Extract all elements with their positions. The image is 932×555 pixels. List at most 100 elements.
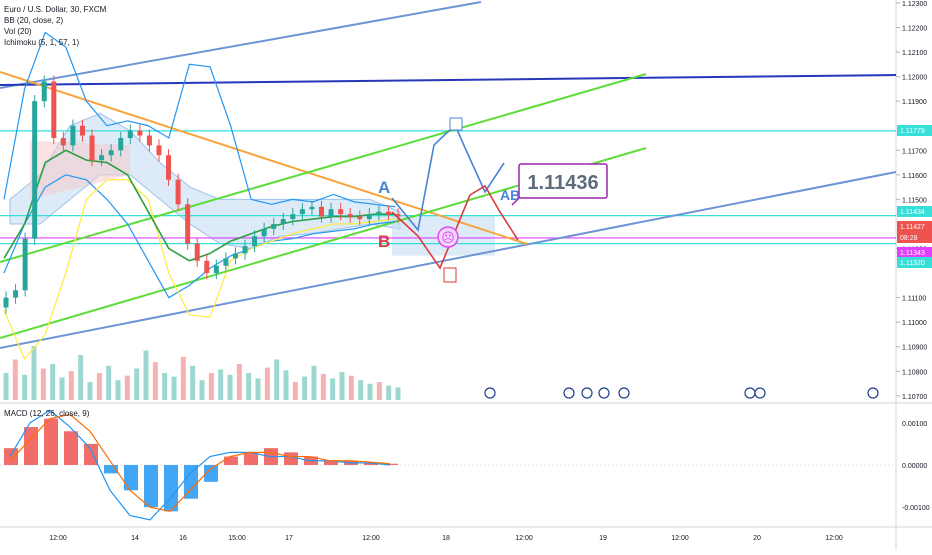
candle-body [385,211,391,215]
price-tag [897,125,932,136]
ichimoku-base-line [3,179,396,361]
candle-body [252,236,258,247]
price-tick-label: 1.12100 [902,50,927,57]
forecast-path-red [391,184,519,270]
candle-body [32,101,38,239]
volume-bar [106,365,112,400]
price-tick-label: 1.11700 [902,148,927,155]
volume-bar [283,370,289,400]
volume-bar [302,376,308,400]
macd-legend[interactable]: MACD (12, 26, close, 9) [4,409,90,418]
descending-trend-line [0,71,528,245]
economic-event-icon [618,387,630,399]
macd-histogram-bar [324,460,338,465]
volume-bar [376,382,382,400]
volume-bar [236,364,242,400]
time-tick-label: 17 [285,535,293,542]
macd-histogram-bar [4,448,18,465]
candle-body [146,135,152,146]
price-tag-label: 1.11343 [900,250,925,257]
candle-body [299,209,305,215]
candle-body [309,206,315,210]
price-callout-pointer [511,197,520,206]
volume-bar [264,367,270,400]
macd-histogram-bar [64,431,78,465]
macd-histogram-bar [244,452,258,465]
volume-bar [40,368,46,400]
macd-histogram-bar [204,465,218,482]
macd-signal-line [9,413,391,513]
macd-tick-label: 0.00000 [902,463,927,470]
candle-body [338,209,344,215]
volume-bar [134,368,140,400]
time-tick-label: 19 [599,535,607,542]
price-tag [897,257,932,268]
price-tag [897,221,932,232]
volume-bar [59,377,65,400]
volume-bar [358,380,364,400]
indicator-bb[interactable]: BB (20, close, 2) [4,16,64,25]
macd-histogram-bar [164,465,178,512]
candle-body [137,130,143,136]
volume-bar [124,375,130,400]
time-tick-label: 20 [753,535,761,542]
label-b: B [378,232,390,251]
price-tick-label: 1.12200 [902,26,927,33]
green-channel-upper [0,73,647,263]
macd-histogram-bar [184,465,198,499]
volume-bar [199,380,205,400]
volume-bar [246,373,252,400]
price-tag-label: 1.11434 [900,209,925,216]
symbol-title[interactable]: Euro / U.S. Dollar, 30, FXCM [4,5,107,14]
macd-tick-label: 0.00100 [902,421,927,428]
pointer-up-icon [449,117,463,131]
resistance-line [0,74,897,86]
volume-bar [143,350,149,400]
price-tick-label: 1.12000 [902,75,927,82]
macd-histogram-bar [24,427,38,465]
macd-histogram-bar [44,418,58,465]
volume-bar [31,346,37,400]
bollinger-upper [3,31,396,208]
candle-body [194,243,200,261]
candle-body [261,228,267,237]
candle-body [290,214,296,220]
macd-histogram-bar [144,465,158,508]
price-tick-label: 1.11900 [902,99,927,106]
candle-body [347,214,353,217]
label-ab: AB [500,187,520,203]
price-tag-label: 08:28 [900,235,918,242]
candle-body [156,145,162,156]
volume-bar [311,365,317,400]
volume-bar [96,373,102,400]
time-tick-label: 15:00 [228,535,246,542]
volume-bar [292,382,298,400]
indicator-ichimoku[interactable]: Ichimoku (5, 1, 57, 1) [4,38,80,47]
macd-histogram-bar [104,465,118,474]
time-tick-label: 12:00 [362,535,380,542]
candle-body [204,260,210,274]
volume-bar [386,385,392,400]
price-tick-label: 1.10900 [902,345,927,352]
volume-bar [162,373,168,400]
candle-body [22,238,28,291]
time-tick-label: 18 [442,535,450,542]
volume-bar [87,382,93,400]
price-tag-label: 1.11427 [900,224,925,231]
chart-legend: Euro / U.S. Dollar, 30, FXCM BB (20, clo… [4,4,106,48]
price-tag [897,232,932,243]
candle-body [166,155,172,180]
label-a: A [378,178,390,197]
candle-body [357,216,363,220]
candle-body [242,246,248,254]
volume-bar [320,373,326,400]
price-tick-label: 1.11000 [902,320,927,327]
time-tick-label: 12:00 [515,535,533,542]
candle-body [13,290,19,298]
time-tick-label: 14 [131,535,139,542]
pointer-down-icon [443,267,457,283]
indicator-vol[interactable]: Vol (20) [4,27,32,36]
candle-body [70,125,76,146]
price-tag [897,206,932,217]
